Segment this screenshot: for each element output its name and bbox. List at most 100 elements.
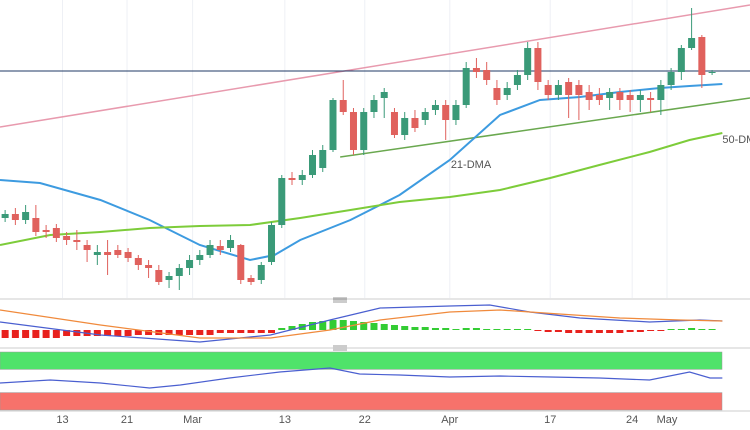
histogram-bar (493, 329, 501, 330)
candle-body (309, 155, 316, 175)
candle-body (688, 38, 696, 48)
candle-body (647, 98, 655, 100)
candle-body (145, 265, 153, 268)
histogram-bar (114, 330, 122, 336)
histogram-bar (360, 322, 368, 330)
candle-body (524, 48, 532, 75)
histogram-bar (175, 330, 183, 335)
candle-body (349, 112, 357, 150)
x-tick-label: 22 (359, 414, 371, 426)
histogram-bar (216, 330, 224, 333)
candle-body (534, 48, 542, 82)
histogram-bar (390, 325, 398, 330)
candle-body (319, 150, 327, 168)
candle-body (585, 92, 593, 100)
x-tick-label: 21 (121, 414, 133, 426)
band (0, 351, 723, 370)
indicator-line (0, 309, 723, 339)
histogram-bar (32, 330, 40, 338)
candle-body (339, 100, 347, 112)
candle-body (32, 218, 40, 232)
histogram-bar (452, 329, 460, 330)
histogram-bar (186, 330, 194, 335)
histogram-bar (616, 330, 624, 333)
candle-body (165, 276, 173, 280)
histogram-bar (421, 327, 429, 330)
histogram-bar (575, 330, 583, 333)
candle-body (626, 95, 634, 100)
candle-body (442, 105, 450, 120)
histogram-bar (42, 330, 50, 338)
candle-body (124, 252, 132, 258)
x-tick-label: 24 (626, 414, 638, 426)
band (0, 392, 723, 411)
candle-body (544, 85, 552, 95)
candle-body (503, 88, 511, 95)
candle-body (298, 175, 306, 180)
histogram-bar (124, 330, 132, 336)
histogram-bar (206, 330, 214, 335)
histogram-bar (93, 330, 101, 336)
histogram-bar (196, 330, 204, 335)
candle-body (227, 240, 235, 248)
candle-body (104, 252, 112, 255)
candle-body (390, 112, 398, 135)
histogram-bar (73, 330, 81, 336)
candle-body (83, 245, 91, 250)
histogram-bar (544, 330, 552, 332)
series-label: 50-DM (722, 134, 750, 146)
x-tick-label: Apr (441, 414, 458, 426)
candle-body (134, 258, 142, 265)
histogram-bar (698, 329, 706, 330)
candle-body (421, 112, 429, 120)
histogram-bar (63, 330, 71, 336)
histogram-bar (288, 326, 296, 330)
candle-body (472, 68, 480, 72)
candle-body (186, 260, 194, 268)
histogram-bar (483, 329, 491, 330)
candle-body (595, 95, 603, 100)
candle-body (52, 228, 60, 238)
candle-body (196, 255, 204, 260)
histogram-bar (278, 328, 286, 330)
x-tick-label: 13 (56, 414, 68, 426)
trendline (340, 97, 750, 158)
candle-body (616, 92, 624, 100)
candle-body (257, 265, 265, 280)
resize-grip[interactable] (333, 297, 347, 303)
histogram-bar (104, 330, 112, 336)
histogram-bar (647, 330, 655, 331)
candle-body (114, 250, 122, 255)
trendline (0, 4, 750, 128)
candle-body (1, 214, 9, 218)
candle-body (278, 178, 286, 225)
histogram-bar (1, 330, 9, 338)
candle-body (452, 105, 460, 120)
x-tick-label: May (657, 414, 678, 426)
histogram-bar (11, 330, 19, 338)
candle-body (360, 112, 368, 150)
candle-body (708, 72, 716, 73)
histogram-bar (462, 328, 470, 330)
indicator-line (0, 304, 723, 343)
candle-body (380, 92, 388, 98)
candle-body (42, 230, 50, 232)
candle-body (575, 85, 583, 95)
candle-body (73, 240, 81, 242)
histogram-bar (677, 329, 685, 330)
histogram-bar (22, 330, 30, 338)
candle-body (206, 245, 214, 255)
candle-body (370, 100, 378, 112)
candle-body (554, 85, 562, 95)
candle-body (493, 88, 501, 100)
moving-average (0, 132, 723, 246)
x-tick-label: 13 (279, 414, 291, 426)
histogram-bar (524, 329, 532, 330)
candle-body (698, 37, 706, 75)
resize-grip[interactable] (333, 345, 347, 351)
histogram-bar (145, 330, 153, 335)
histogram-bar (319, 321, 327, 330)
candle-body (636, 95, 644, 100)
